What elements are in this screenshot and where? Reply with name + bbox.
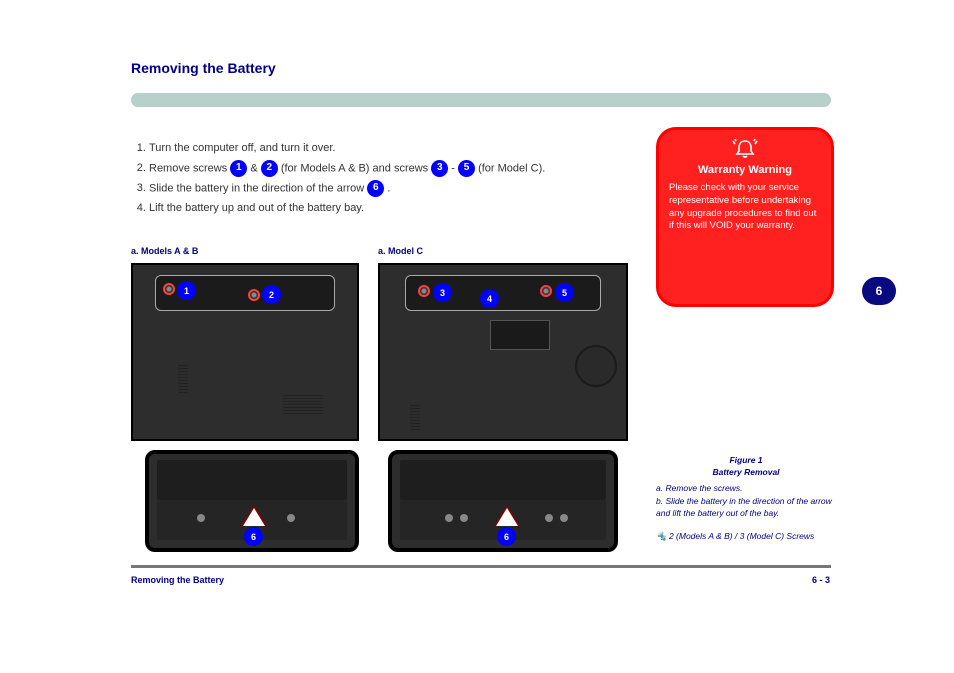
callout-2: 2	[262, 285, 281, 304]
figure-step-list: a. Remove the screws. b. Slide the batte…	[656, 483, 836, 520]
page-number-badge: 6	[862, 277, 896, 305]
warning-text: Please check with your service represent…	[669, 182, 821, 233]
callout-6: 6	[244, 527, 263, 546]
callout-5: 5	[555, 283, 574, 302]
figure-step-a: a. Remove the screws.	[656, 483, 836, 495]
marker-1: 1	[230, 160, 247, 177]
vent-lines	[178, 365, 188, 395]
screw-icon: 🔩	[656, 531, 669, 541]
step-2: Remove screws 1 & 2 (for Models A & B) a…	[149, 160, 631, 178]
step-3-text-b: .	[387, 182, 390, 194]
bottom-rule	[131, 565, 831, 568]
footer-right: 6 - 3	[750, 575, 830, 585]
header-bar	[131, 93, 831, 107]
step-1: Turn the computer off, and turn it over.	[149, 140, 631, 158]
pin	[545, 514, 553, 522]
photo-label-c: a. Model C	[378, 246, 423, 256]
step-2-text-a: Remove screws	[149, 162, 230, 174]
step-2-text-b: &	[250, 162, 260, 174]
battery-shape	[157, 460, 347, 500]
screw-circle	[540, 285, 552, 297]
pin	[445, 514, 453, 522]
section-title: Removing the Battery	[131, 60, 276, 76]
vent-lines	[283, 395, 323, 415]
vent-lines	[410, 405, 420, 430]
screw-circle	[163, 283, 175, 295]
step-2-text-c: (for Models A & B) and screws	[281, 162, 431, 174]
photo-bottomcase-model-c: 3 4 5	[378, 263, 628, 441]
figure-subtitle: Battery Removal	[656, 467, 836, 479]
figure-screws-label: 🔩 2 (Models A & B) / 3 (Model C) Screws	[656, 531, 836, 543]
fan-vent	[575, 345, 617, 387]
photo-battery-slide-c: 6	[388, 450, 618, 552]
marker-2: 2	[261, 160, 278, 177]
warning-title: Warranty Warning	[669, 164, 821, 176]
screw-circle	[418, 285, 430, 297]
pin	[287, 514, 295, 522]
photo-bottomcase-models-ab: 1 2	[131, 263, 359, 441]
callout-1: 1	[177, 281, 196, 300]
battery-shape	[400, 460, 606, 500]
step-3-text-a: Slide the battery in the direction of th…	[149, 182, 367, 194]
photo-battery-slide-ab: 6	[145, 450, 359, 552]
step-4: Lift the battery up and out of the batte…	[149, 200, 631, 218]
arrow-up-icon	[243, 508, 265, 526]
marker-5: 5	[458, 160, 475, 177]
photo-label-ab: a. Models A & B	[131, 246, 198, 256]
arrow-up-icon	[496, 508, 518, 526]
compliance-label	[490, 320, 550, 350]
step-2-text-e: (for Model C).	[478, 162, 545, 174]
marker-3: 3	[431, 160, 448, 177]
figure-title: Figure 1	[656, 455, 836, 467]
pin	[460, 514, 468, 522]
bell-icon	[732, 138, 758, 160]
callout-4: 4	[480, 289, 499, 308]
pin	[197, 514, 205, 522]
callout-3: 3	[433, 283, 452, 302]
callout-6: 6	[497, 527, 516, 546]
step-2-text-d: -	[451, 162, 458, 174]
figure-step-b: b. Slide the battery in the direction of…	[656, 496, 836, 520]
step-3: Slide the battery in the direction of th…	[149, 180, 631, 198]
pin	[560, 514, 568, 522]
figure-caption: Figure 1 Battery Removal a. Remove the s…	[656, 455, 836, 543]
instruction-list: Turn the computer off, and turn it over.…	[131, 140, 631, 219]
screw-circle	[248, 289, 260, 301]
figure-screws-text: 2 (Models A & B) / 3 (Model C) Screws	[669, 531, 814, 541]
footer-left: Removing the Battery	[131, 575, 224, 585]
warning-box: Warranty Warning Please check with your …	[656, 127, 834, 307]
marker-6: 6	[367, 180, 384, 197]
